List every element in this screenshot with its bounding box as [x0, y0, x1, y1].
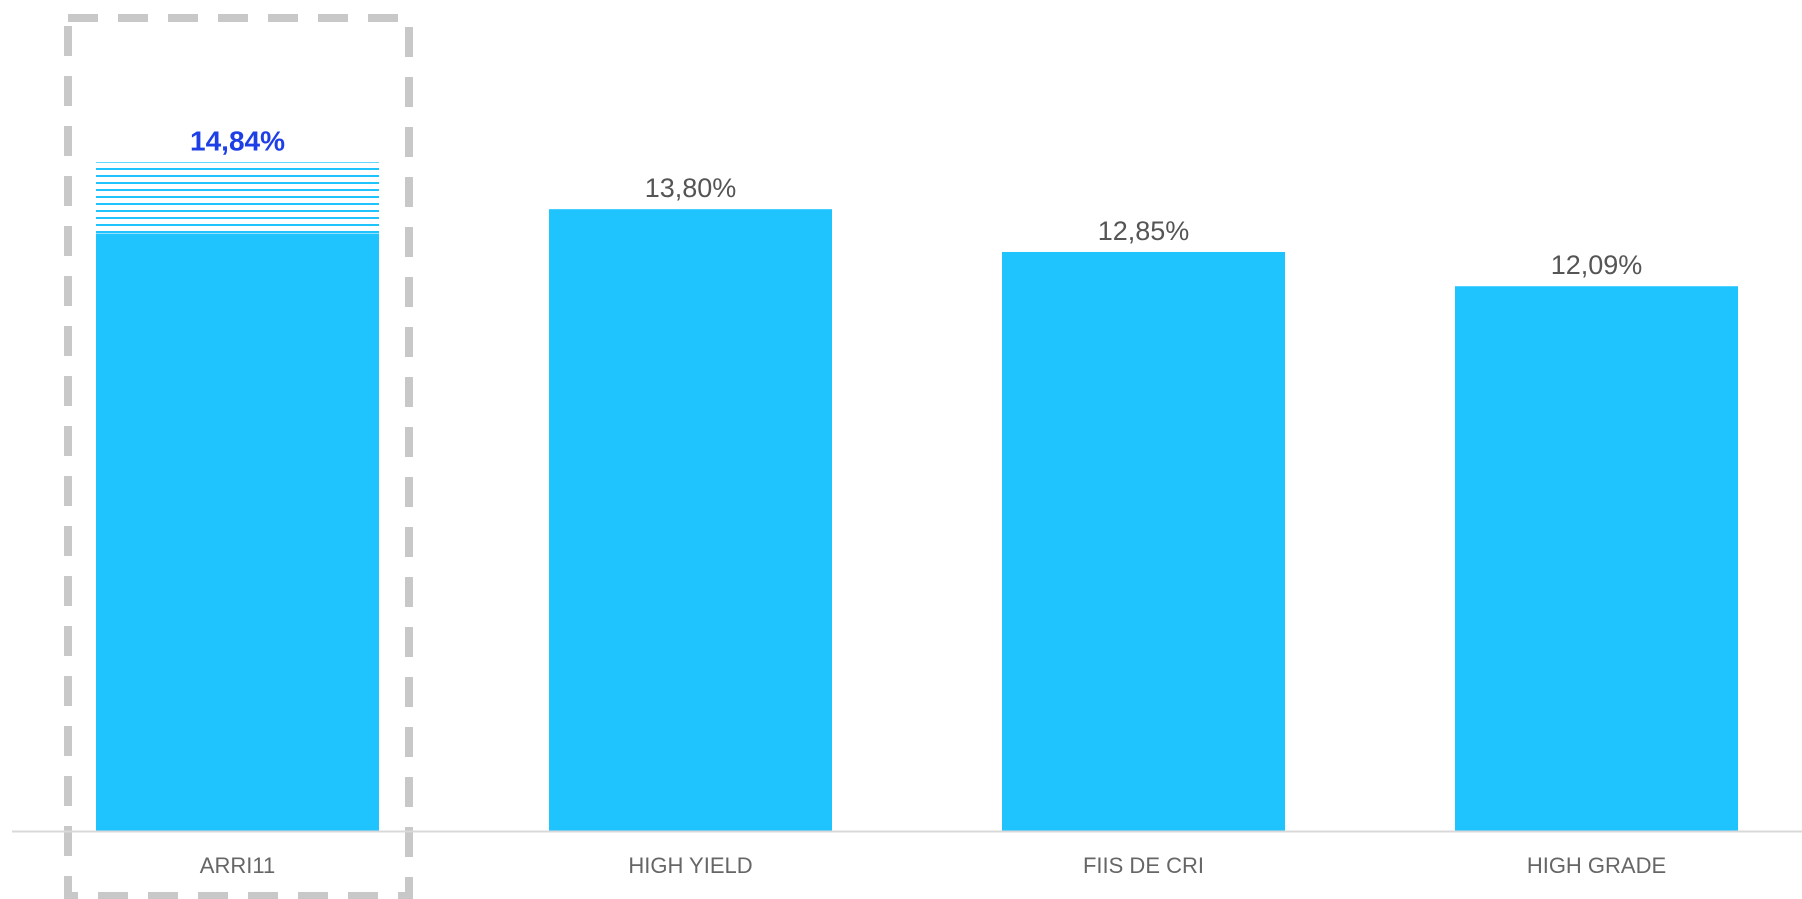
bar-fiis-de-cri	[1002, 251, 1285, 832]
bar-arri11	[96, 233, 379, 831]
data-label: 14,84%	[190, 125, 285, 156]
bar-high-yield	[549, 209, 832, 831]
category-label: FIIS DE CRI	[1083, 853, 1204, 878]
data-label: 12,85%	[1098, 216, 1190, 246]
bar-high-grade	[1455, 286, 1738, 831]
category-label: HIGH YIELD	[628, 853, 752, 878]
category-label: ARRI11	[200, 853, 275, 878]
bar-striped-extension	[96, 162, 379, 234]
highlight-box	[64, 14, 413, 899]
data-label: 13,80%	[645, 173, 737, 203]
data-label: 12,09%	[1551, 250, 1643, 280]
category-label: HIGH GRADE	[1527, 853, 1666, 878]
